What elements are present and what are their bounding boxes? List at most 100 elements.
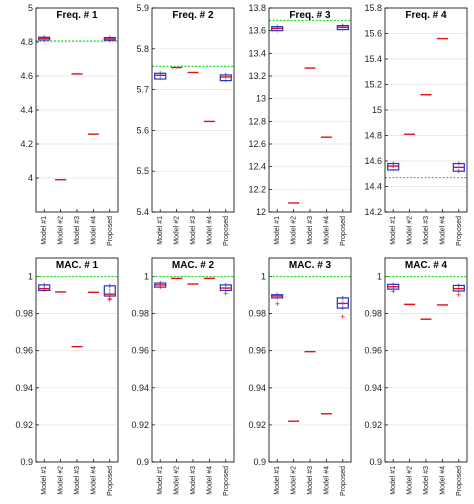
y-tick-label: 14.6: [364, 156, 382, 166]
category-label: Model #4: [323, 466, 330, 495]
category-label: Model #4: [90, 216, 97, 245]
category-label: Model #2: [174, 466, 181, 495]
panel-title: MAC. # 4: [405, 260, 448, 271]
panel-7: 0.9 0.92 0.94 0.96 0.98 1 Model #1 Model #2 Mode…: [248, 257, 352, 496]
category-label: Proposed: [107, 216, 114, 246]
category-label: Model #3: [190, 216, 197, 245]
category-label: Model #3: [74, 466, 81, 495]
outlier-marker: +: [340, 312, 345, 322]
y-tick-label: 14.4: [364, 182, 382, 192]
y-tick-label: 0.98: [364, 309, 382, 319]
y-tick-label: 5.9: [136, 3, 149, 13]
category-label: Model #2: [291, 216, 298, 245]
category-label: Model #1: [274, 216, 281, 245]
outlier-marker: +: [275, 299, 280, 309]
y-tick-label: 0.96: [364, 346, 382, 356]
y-tick-label: 0.9: [20, 457, 33, 467]
y-tick-label: 14.2: [364, 207, 382, 217]
y-tick-label: 12.6: [248, 139, 266, 149]
category-label: Model #3: [307, 216, 314, 245]
y-tick-label: 12.4: [248, 162, 266, 172]
axes-frame: [151, 7, 235, 213]
panel-title: MAC. # 2: [172, 260, 215, 271]
y-tick-label: 15.8: [364, 3, 382, 13]
y-tick-label: 0.96: [248, 346, 266, 356]
y-tick-label: 13.4: [248, 48, 266, 58]
y-tick-label: 0.94: [15, 383, 33, 393]
category-label: Model #3: [74, 216, 81, 245]
y-tick-label: 4.6: [20, 71, 33, 81]
y-tick-label: 0.92: [131, 420, 149, 430]
y-tick-label: 0.9: [136, 457, 149, 467]
y-tick-label: 5.4: [136, 207, 149, 217]
axes-frame: [268, 257, 352, 463]
y-tick-label: 0.96: [15, 346, 33, 356]
y-tick-label: 0.94: [131, 383, 149, 393]
panel-2: 5.4 5.5 5.6 5.7 5.8 5.9 Model #1 Model #2 Model …: [136, 3, 235, 246]
y-tick-label: 4.8: [20, 37, 33, 47]
y-tick-label: 12.2: [248, 184, 266, 194]
category-label: Model #2: [407, 466, 414, 495]
outlier-marker: +: [223, 288, 228, 298]
y-tick-label: 4.4: [20, 105, 33, 115]
y-tick-label: 4: [28, 173, 33, 183]
y-tick-label: 13.8: [248, 3, 266, 13]
category-label: Model #4: [439, 466, 446, 495]
category-label: Model #3: [423, 216, 430, 245]
y-tick-label: 5.8: [136, 44, 149, 54]
y-tick-label: 1: [377, 272, 382, 282]
category-label: Model #3: [307, 466, 314, 495]
y-tick-label: 13: [256, 94, 266, 104]
y-tick-label: 5.7: [136, 85, 149, 95]
category-label: Model #1: [41, 466, 48, 495]
panel-8: 0.9 0.92 0.94 0.96 0.98 1 Model #1 Model #2 Mode…: [364, 257, 468, 496]
plot-area: [152, 8, 234, 212]
y-tick-label: 13.2: [248, 71, 266, 81]
y-tick-label: 12.8: [248, 116, 266, 126]
y-tick-label: 0.94: [248, 383, 266, 393]
axes-frame: [35, 257, 119, 463]
axes-frame: [268, 7, 352, 213]
category-label: Proposed: [340, 216, 347, 246]
y-tick-label: 15.6: [364, 29, 382, 39]
category-label: Model #4: [439, 216, 446, 245]
box: [38, 284, 51, 292]
y-tick-label: 0.98: [15, 309, 33, 319]
axes-frame: [384, 257, 468, 463]
y-tick-label: 1: [261, 272, 266, 282]
outlier-marker: +: [107, 294, 112, 304]
outlier-marker: +: [107, 295, 112, 305]
category-label: Model #4: [206, 466, 213, 495]
panel-title: Freq. # 2: [172, 10, 214, 21]
panel-title: MAC. # 1: [56, 260, 99, 271]
category-label: Model #2: [58, 466, 65, 495]
plot-area: [152, 258, 234, 462]
category-label: Model #3: [190, 466, 197, 495]
y-tick-label: 0.9: [253, 457, 266, 467]
y-tick-label: 1: [28, 272, 33, 282]
plot-area: [269, 258, 351, 462]
panel-title: MAC. # 3: [289, 260, 332, 271]
y-tick-label: 15.2: [364, 80, 382, 90]
category-label: Model #1: [274, 466, 281, 495]
panel-title: Freq. # 3: [289, 10, 331, 21]
y-tick-label: 0.92: [248, 420, 266, 430]
y-tick-label: 15: [372, 105, 382, 115]
plot-area: [269, 8, 351, 212]
y-tick-label: 15.4: [364, 54, 382, 64]
category-label: Proposed: [223, 216, 230, 246]
panel-3: 12 12.2 12.4 12.6 12.8 13 13.2 13.4 13.6 13.8 Mode…: [248, 3, 352, 246]
panel-6: 0.9 0.92 0.94 0.96 0.98 1 Model #1 Model #2 Mode…: [131, 257, 235, 496]
outlier-marker: +: [391, 287, 396, 297]
panel-1: 4 4.2 4.4 4.6 4.8 5 Model #1 Model #2 Model #3 Mo…: [20, 3, 119, 246]
category-label: Model #2: [174, 216, 181, 245]
axes-frame: [35, 7, 119, 213]
y-tick-label: 0.98: [131, 309, 149, 319]
axes-frame: [151, 257, 235, 463]
panel-title: Freq. # 1: [56, 10, 98, 21]
y-tick-label: 0.92: [364, 420, 382, 430]
y-tick-label: 0.9: [369, 457, 382, 467]
y-tick-label: 5.5: [136, 166, 149, 176]
category-label: Model #1: [41, 216, 48, 245]
